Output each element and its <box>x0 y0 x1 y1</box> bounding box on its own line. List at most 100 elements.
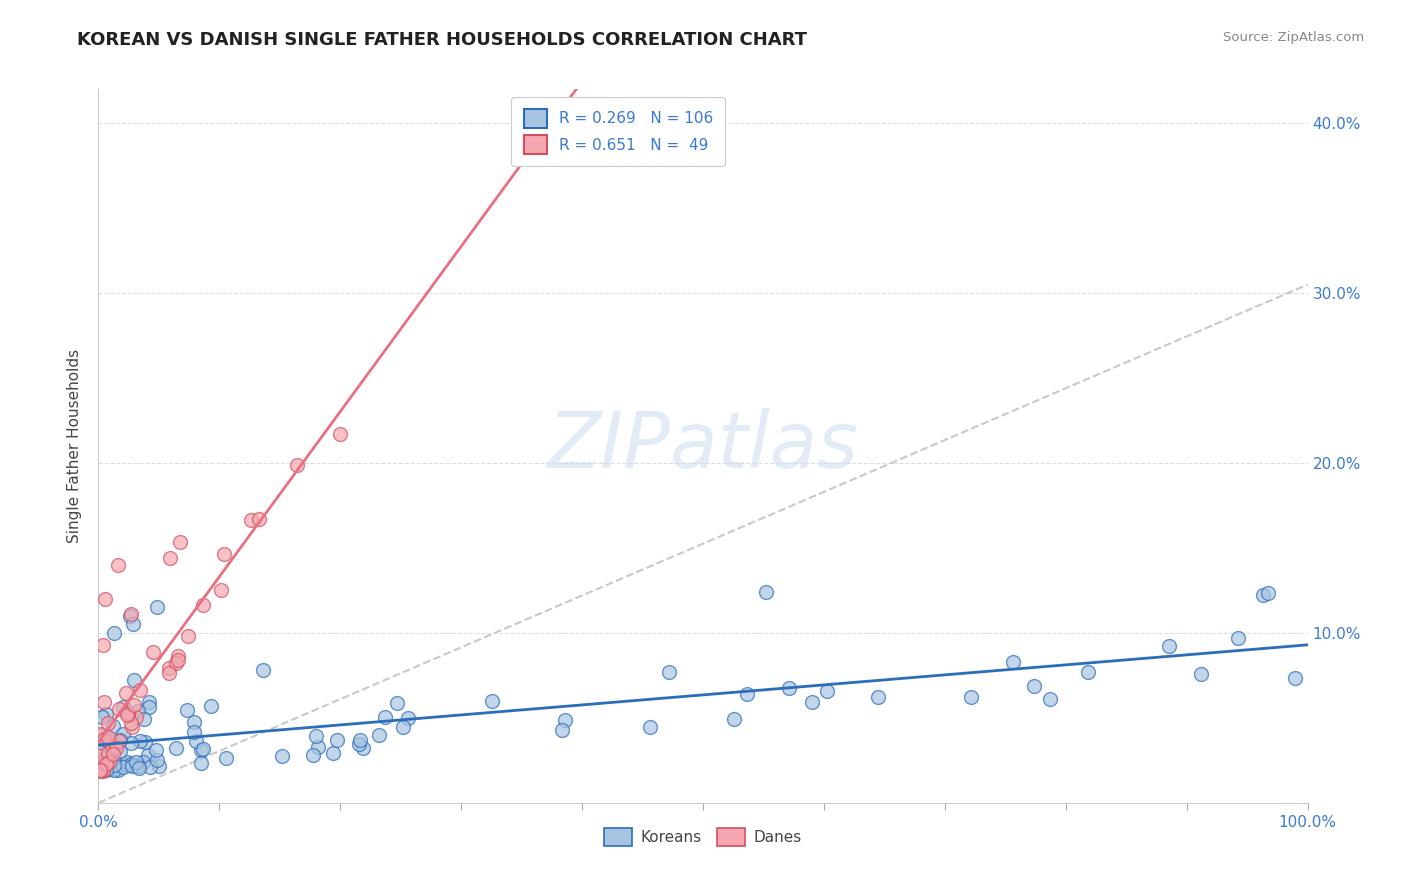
Point <box>101 738 124 752</box>
Point <box>89 740 111 755</box>
Point <box>398 711 420 725</box>
Point <box>117 755 139 769</box>
Point <box>94 759 117 773</box>
Point <box>91 763 114 777</box>
Point <box>91 638 114 652</box>
Point <box>169 535 191 549</box>
Point <box>212 547 235 561</box>
Point <box>103 763 125 777</box>
Point <box>193 598 215 612</box>
Point <box>200 698 222 713</box>
Point <box>122 698 145 713</box>
Point <box>128 734 150 748</box>
Point <box>121 720 143 734</box>
Point <box>1002 655 1025 669</box>
Point <box>108 734 131 748</box>
Legend: Koreans, Danes: Koreans, Danes <box>598 822 808 852</box>
Point <box>349 732 371 747</box>
Point <box>103 758 125 772</box>
Point <box>89 734 111 748</box>
Point <box>89 745 111 759</box>
Point <box>103 741 125 756</box>
Point <box>307 739 329 754</box>
Point <box>755 585 778 599</box>
Point <box>735 687 758 701</box>
Point <box>165 657 187 671</box>
Point <box>252 663 274 677</box>
Point <box>142 645 165 659</box>
Point <box>120 716 142 731</box>
Point <box>183 714 205 729</box>
Point <box>121 757 143 772</box>
Point <box>127 705 149 719</box>
Point <box>104 737 127 751</box>
Point <box>93 732 115 747</box>
Point <box>249 512 271 526</box>
Point <box>91 764 114 778</box>
Point <box>112 727 135 741</box>
Point <box>638 720 661 734</box>
Point <box>146 753 169 767</box>
Point <box>184 734 207 748</box>
Y-axis label: Single Father Households: Single Father Households <box>67 349 83 543</box>
Point <box>89 727 111 741</box>
Point <box>120 757 142 772</box>
Point <box>93 695 115 709</box>
Point <box>111 699 134 714</box>
Point <box>176 703 198 717</box>
Point <box>551 723 574 738</box>
Point <box>176 629 198 643</box>
Point <box>166 649 188 664</box>
Point <box>94 707 117 722</box>
Point <box>1022 679 1045 693</box>
Point <box>122 673 145 687</box>
Point <box>97 731 120 745</box>
Point <box>96 756 118 771</box>
Point <box>167 653 190 667</box>
Point <box>128 761 150 775</box>
Point <box>125 710 148 724</box>
Point <box>89 757 111 772</box>
Point <box>159 551 181 566</box>
Point <box>98 754 121 768</box>
Point <box>97 755 120 769</box>
Point <box>98 754 121 768</box>
Point <box>138 695 160 709</box>
Point <box>108 744 131 758</box>
Point <box>121 759 143 773</box>
Point <box>139 759 162 773</box>
Point <box>103 625 125 640</box>
Point <box>352 741 374 756</box>
Point <box>115 685 138 699</box>
Point <box>146 600 169 615</box>
Point <box>347 737 370 751</box>
Point <box>368 728 391 742</box>
Point <box>209 582 232 597</box>
Point <box>117 706 139 721</box>
Point <box>96 757 118 772</box>
Point <box>1257 586 1279 600</box>
Point <box>108 732 131 747</box>
Text: KOREAN VS DANISH SINGLE FATHER HOUSEHOLDS CORRELATION CHART: KOREAN VS DANISH SINGLE FATHER HOUSEHOLD… <box>77 31 807 49</box>
Point <box>322 746 344 760</box>
Point <box>193 741 215 756</box>
Point <box>183 725 205 739</box>
Point <box>97 716 120 731</box>
Point <box>723 713 745 727</box>
Point <box>159 666 181 681</box>
Point <box>89 728 111 742</box>
Point <box>392 720 415 734</box>
Point <box>107 558 129 572</box>
Point <box>165 741 187 756</box>
Point <box>120 607 142 621</box>
Point <box>91 754 114 768</box>
Point <box>302 747 325 762</box>
Point <box>134 735 156 749</box>
Point <box>89 749 111 764</box>
Point <box>103 755 125 769</box>
Point <box>1039 691 1062 706</box>
Point <box>138 700 160 714</box>
Point <box>108 702 131 716</box>
Point <box>107 763 129 777</box>
Point <box>91 710 114 724</box>
